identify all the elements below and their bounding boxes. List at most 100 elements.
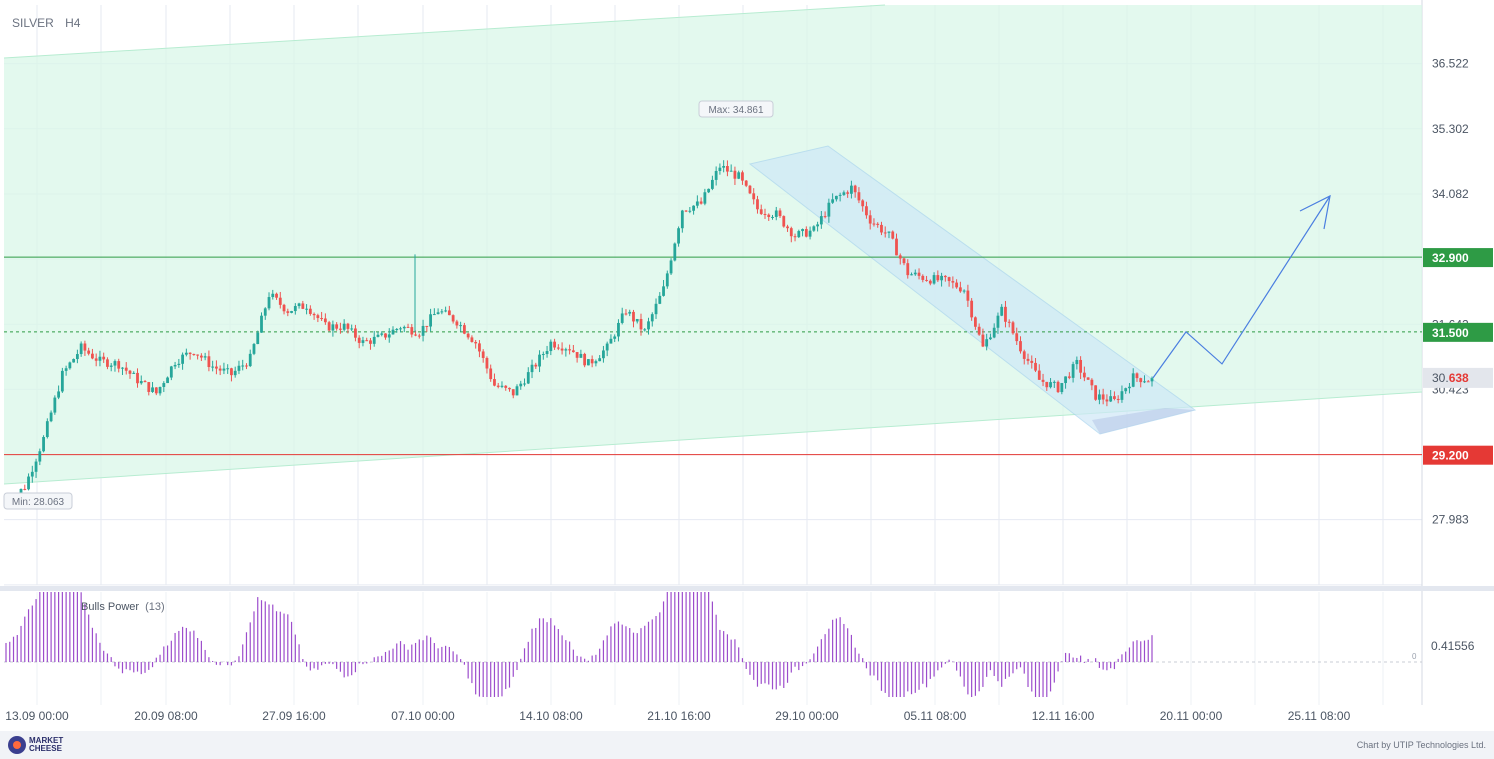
candle-body <box>87 350 91 354</box>
candle-body <box>970 300 974 318</box>
channel-upper <box>3 4 886 59</box>
candle-body <box>876 223 880 225</box>
candle-body <box>782 216 786 227</box>
candle-body <box>188 352 192 355</box>
candle-body <box>147 382 151 392</box>
candle-body <box>124 367 128 371</box>
x-tick-label: 05.11 08:00 <box>904 709 967 723</box>
candle-body <box>774 210 778 217</box>
candle-body <box>230 368 233 376</box>
candle-body <box>455 321 459 326</box>
chart-header: SILVER H4 <box>12 16 88 30</box>
candle-body <box>913 272 917 275</box>
candle-body <box>1116 398 1120 400</box>
candle-body <box>181 354 184 364</box>
candle-body <box>1071 364 1075 378</box>
candle-body <box>158 386 162 394</box>
candle-body <box>1105 399 1109 402</box>
candle-body <box>530 364 534 373</box>
candle-body <box>545 351 549 355</box>
candle-body <box>23 488 27 490</box>
candle-body <box>560 348 564 351</box>
candle-body <box>887 231 891 233</box>
candle-body <box>936 275 940 281</box>
candle-body <box>34 461 38 472</box>
candle-body <box>1131 373 1135 387</box>
candle-body <box>917 272 921 276</box>
candle-body <box>286 311 290 313</box>
candle-body <box>211 366 215 368</box>
candle-body <box>30 471 34 477</box>
level-tag <box>1423 445 1493 465</box>
candle-body <box>1049 382 1052 388</box>
logo-icon <box>8 736 26 754</box>
candle-body <box>511 389 515 396</box>
candle-body <box>1075 359 1079 365</box>
chart-credit[interactable]: Chart by UTIP Technologies Ltd. <box>1356 740 1486 750</box>
candle-body <box>819 216 823 225</box>
candle-body <box>143 381 147 383</box>
candle-body <box>136 372 139 384</box>
candle-body <box>113 361 117 366</box>
candle-body <box>1079 359 1083 373</box>
candle-body <box>865 206 868 216</box>
candle-body <box>474 341 478 344</box>
market-cheese-logo[interactable]: MARKET CHEESE <box>8 736 81 754</box>
candle-body <box>207 356 211 368</box>
candle-body <box>203 356 207 358</box>
candle-body <box>692 205 695 211</box>
candle-body <box>301 303 305 309</box>
candle-body <box>617 322 620 337</box>
candle-body <box>842 192 846 195</box>
candle-body <box>19 488 23 496</box>
candle-body <box>925 279 928 281</box>
current-price-suffix: 638 <box>1449 371 1469 385</box>
candle-body <box>707 188 711 193</box>
bulls-power-panel: 0.41556 0 <box>4 592 1475 697</box>
candle-body <box>602 350 605 359</box>
candle-body <box>1026 358 1030 361</box>
candle-body <box>891 231 895 239</box>
candle-body <box>297 303 301 307</box>
level-tag-label: 29.200 <box>1432 449 1469 463</box>
candle-body <box>789 228 793 237</box>
candle-body <box>109 365 113 367</box>
candle-body <box>132 372 136 374</box>
x-tick-label: 12.11 16:00 <box>1032 709 1095 723</box>
min-label-text: Min: 28.063 <box>12 497 65 508</box>
candle-body <box>485 357 489 369</box>
logo-text: MARKET CHEESE <box>29 736 64 753</box>
bear-channel-tip <box>1092 408 1195 434</box>
candle-body <box>459 325 463 327</box>
candle-body <box>463 325 466 334</box>
candle-body <box>609 338 613 344</box>
candle-body <box>1113 396 1116 399</box>
candle-body <box>733 170 737 179</box>
candle-body <box>1052 381 1056 383</box>
x-tick-label: 21.10 16:00 <box>647 709 711 723</box>
candle-body <box>53 397 57 413</box>
candle-body <box>121 367 124 369</box>
candle-body <box>376 334 380 337</box>
candle-body <box>106 359 109 367</box>
candle-body <box>1007 321 1011 323</box>
candle-body <box>996 315 1000 328</box>
candle-body <box>1045 381 1049 388</box>
candle-body <box>139 381 143 384</box>
candle-body <box>695 201 699 206</box>
candle-body <box>290 311 293 313</box>
candle-body <box>586 359 590 366</box>
candle-body <box>658 295 662 304</box>
candle-body <box>42 437 45 452</box>
candle-body <box>703 192 707 204</box>
candle-body <box>853 185 857 193</box>
candle-body <box>1146 381 1150 383</box>
level-tag <box>1423 248 1493 268</box>
candle-body <box>38 451 42 462</box>
forecast-arrowhead <box>1299 194 1331 230</box>
candle-body <box>323 318 327 323</box>
current-price-label: 30.638 <box>1432 371 1469 385</box>
candle-body <box>989 337 992 340</box>
candle-body <box>500 385 504 387</box>
